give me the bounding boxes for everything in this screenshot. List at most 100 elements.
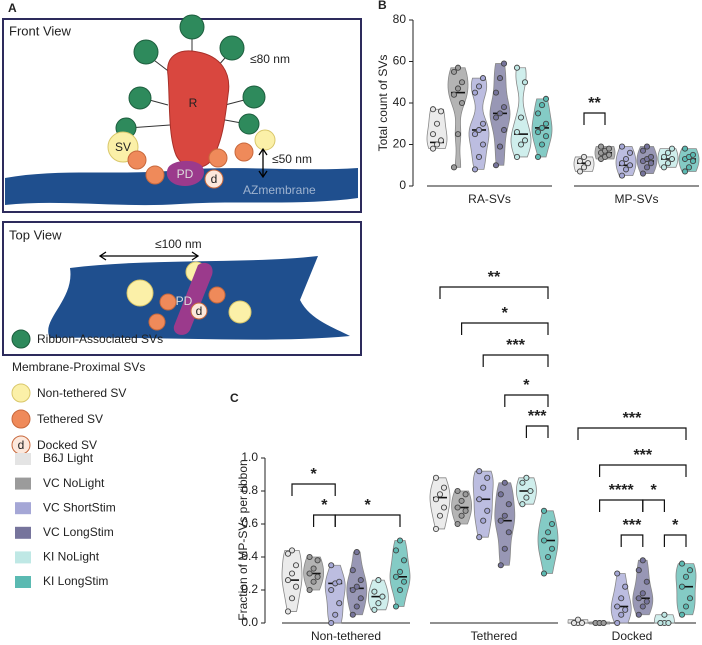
violin	[472, 470, 494, 538]
data-point	[597, 143, 605, 150]
data-point	[454, 64, 462, 71]
significance-bracket	[642, 499, 665, 512]
data-point	[492, 114, 500, 121]
data-point	[538, 141, 546, 148]
significance-label: *	[321, 497, 328, 514]
significance-bracket	[461, 322, 549, 335]
legend-swatch	[15, 453, 31, 465]
data-point	[542, 120, 550, 127]
data-point	[685, 164, 693, 171]
data-point	[540, 507, 548, 514]
data-point	[664, 160, 672, 167]
legend-tethered-icon	[11, 409, 31, 429]
data-point	[496, 75, 504, 82]
data-point	[505, 529, 512, 536]
data-point	[392, 603, 400, 610]
data-point	[328, 562, 335, 569]
significance-bracket	[439, 286, 549, 299]
docked-label: d	[211, 172, 218, 186]
data-point	[584, 160, 592, 167]
ribbon-distance: ≤80 nm	[250, 52, 290, 66]
data-point	[523, 494, 530, 501]
data-point	[492, 89, 500, 96]
data-point	[310, 578, 317, 585]
legend-swatch	[15, 502, 31, 515]
legend-swatch	[15, 526, 31, 539]
data-point	[635, 567, 642, 574]
panel-label: A	[8, 1, 17, 15]
data-point	[505, 501, 512, 508]
data-point	[306, 570, 313, 577]
data-point	[639, 590, 646, 597]
data-point	[639, 170, 647, 177]
data-point	[458, 99, 466, 107]
y-axis-title: Total count of SVs	[376, 55, 390, 152]
significance-bracket	[291, 483, 336, 496]
data-point	[643, 164, 651, 171]
data-point	[534, 128, 542, 136]
data-point	[440, 484, 448, 491]
data-point	[353, 549, 360, 556]
data-point	[396, 586, 404, 594]
data-point	[578, 619, 586, 627]
data-point	[357, 595, 364, 602]
data-point	[328, 586, 335, 594]
significance-label: ***	[623, 517, 642, 534]
data-point	[437, 137, 445, 144]
data-point	[647, 160, 655, 167]
data-point	[288, 547, 296, 554]
data-point	[306, 553, 313, 561]
data-point	[519, 501, 526, 508]
data-point	[534, 110, 542, 117]
data-point	[458, 512, 465, 519]
data-point	[576, 168, 584, 175]
data-point	[686, 595, 694, 602]
legend-nontethered-icon	[11, 383, 31, 403]
data-point	[450, 164, 458, 171]
significance-label: *	[364, 497, 371, 514]
data-point	[521, 79, 529, 86]
data-point	[436, 512, 444, 519]
data-point	[480, 517, 487, 524]
data-point	[501, 512, 508, 519]
data-point	[626, 149, 634, 156]
data-point	[375, 577, 382, 584]
data-point	[538, 102, 546, 109]
data-point	[689, 158, 697, 165]
data-point	[678, 560, 686, 567]
data-point	[433, 120, 441, 127]
data-point	[580, 164, 588, 171]
data-point	[314, 573, 321, 580]
data-point	[544, 553, 552, 561]
significance-bracket	[525, 425, 549, 438]
ribbon-label: R	[189, 96, 198, 110]
y-tick-label: 0.0	[241, 615, 258, 629]
data-point	[475, 153, 483, 160]
data-point	[471, 89, 479, 96]
data-point	[484, 507, 491, 514]
top-docked-label: d	[196, 304, 203, 318]
data-point	[540, 570, 548, 577]
legend-swatch	[15, 551, 31, 564]
data-point	[618, 143, 626, 150]
data-point	[429, 145, 437, 152]
data-point	[497, 562, 504, 569]
x-tick-label: MP-SVs	[614, 192, 658, 206]
y-tick-label: 60	[393, 54, 407, 68]
data-point	[440, 504, 448, 511]
legend-docked-icon-text: d	[18, 438, 25, 452]
violin	[657, 148, 679, 168]
data-point	[476, 534, 483, 541]
data-point	[284, 550, 292, 557]
significance-label: ***	[623, 410, 642, 427]
data-point	[682, 603, 690, 610]
y-tick-label: 40	[393, 95, 407, 109]
data-point	[513, 153, 521, 160]
data-point	[639, 557, 646, 564]
data-point	[501, 479, 508, 486]
data-point	[353, 583, 360, 590]
data-point	[639, 147, 647, 154]
y-tick-label: 1.0	[241, 450, 258, 464]
significance-label: *	[672, 517, 679, 534]
